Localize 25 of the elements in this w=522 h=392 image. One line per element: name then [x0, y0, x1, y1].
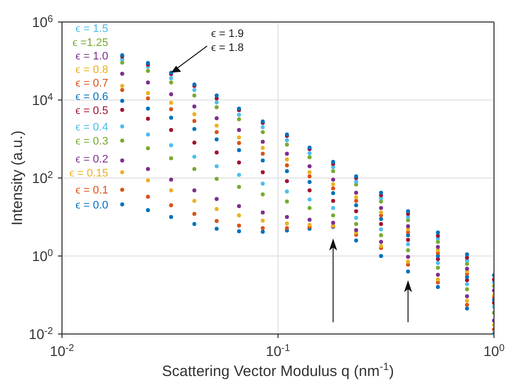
y-tick-label: 10$^{6}$ [32, 14, 54, 30]
text: ϵ = 1.9 [211, 28, 244, 40]
series-label: ϵ = 0.8 [76, 64, 108, 76]
y-tick-label: 10$^{4}$ [32, 92, 54, 108]
series-label: ϵ = 0.5 [76, 104, 108, 117]
y-tick-label: 10$^{2}$ [32, 170, 53, 186]
x-tick-label: 10$^{0}$ [483, 342, 506, 359]
series-label: ϵ = 0.7 [76, 78, 108, 90]
series-label: ϵ =1.25 [72, 36, 108, 49]
text: ϵ = 1.5 [76, 23, 108, 36]
y-tick-label: 10$^{0}$ [32, 248, 54, 264]
series-label: ϵ = 0.1 [76, 184, 108, 197]
y-axis-title: Intensity (a.u.) [9, 130, 26, 226]
x-tick-label: 10$^{-2}$ [50, 342, 74, 359]
x-axis-title: Scattering Vector Modulus q (nm$^{-1}$) [162, 361, 394, 380]
x-tick-label: 10$^{-1}$ [266, 342, 290, 359]
series-label: ϵ = 0.6 [76, 91, 108, 104]
y-tick-label: 10$^{-2}$ [28, 326, 53, 342]
series-label: ϵ = 0.4 [76, 121, 108, 134]
text: ϵ = 1.8 [211, 42, 244, 54]
series-label: ϵ = 0.3 [76, 136, 108, 148]
series-label: ϵ = 0.15 [69, 167, 108, 180]
series-label: ϵ = 0.0 [76, 199, 108, 212]
series-label: ϵ = 1.0 [76, 50, 108, 62]
series-label: ϵ = 0.2 [76, 154, 108, 166]
